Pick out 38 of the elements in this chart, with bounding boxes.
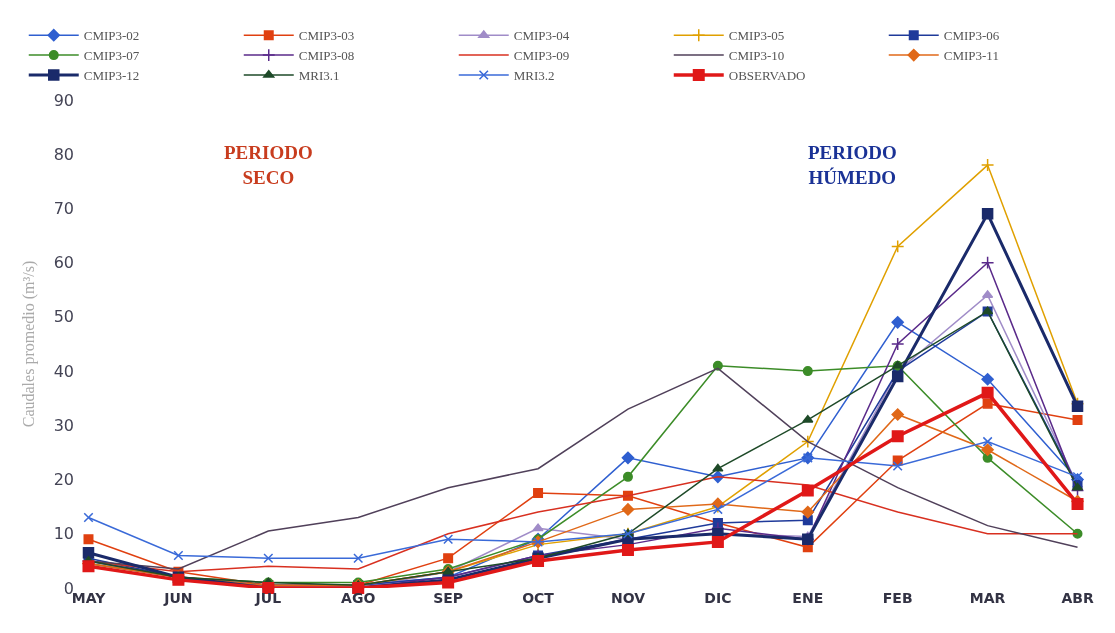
y-tick-label: 10 (53, 524, 74, 544)
legend-label: CMIP3-10 (728, 48, 785, 64)
legend-label: CMIP3-02 (83, 28, 140, 44)
legend-label: CMIP3-04 (513, 28, 570, 44)
legend-label: MRI3.1 (298, 68, 340, 84)
legend-label: CMIP3-09 (513, 48, 570, 64)
legend-label: CMIP3-11 (943, 48, 999, 64)
legend-label: MRI3.2 (513, 68, 555, 84)
x-tick-label: ENE (792, 590, 824, 606)
y-axis-title: Caudales promedio (m³/s) (19, 260, 38, 428)
x-tick-label: JUN (163, 590, 193, 606)
legend-label: CMIP3-12 (83, 68, 140, 84)
annotation: PERIODO SECO (224, 142, 313, 188)
legend-label: OBSERVADO (728, 68, 806, 84)
annotation: PERIODO HÚMEDO (808, 142, 897, 188)
y-tick-label: 90 (53, 90, 74, 110)
x-tick-label: OCT (522, 590, 555, 606)
legend-label: CMIP3-03 (298, 28, 355, 44)
x-tick-label: NOV (610, 590, 646, 606)
legend-label: CMIP3-06 (943, 28, 1000, 44)
y-tick-label: 70 (53, 199, 74, 219)
x-tick-label: ABR (1061, 590, 1094, 606)
x-tick-label: DIC (704, 590, 732, 606)
y-tick-label: 0 (63, 578, 74, 598)
x-tick-label: MAR (969, 590, 1006, 606)
y-tick-label: 20 (53, 470, 74, 490)
x-tick-label: JUL (254, 590, 282, 606)
x-tick-label: SEP (433, 590, 464, 606)
legend-label: CMIP3-05 (728, 28, 785, 44)
y-tick-label: 80 (53, 144, 74, 164)
y-tick-label: 60 (53, 253, 74, 273)
legend-label: CMIP3-08 (298, 48, 355, 64)
legend-label: CMIP3-07 (83, 48, 140, 64)
y-tick-label: 30 (53, 415, 74, 435)
y-tick-label: 40 (53, 361, 74, 381)
x-tick-label: AGO (341, 590, 376, 606)
y-tick-label: 50 (53, 307, 74, 327)
x-tick-label: FEB (882, 590, 913, 606)
